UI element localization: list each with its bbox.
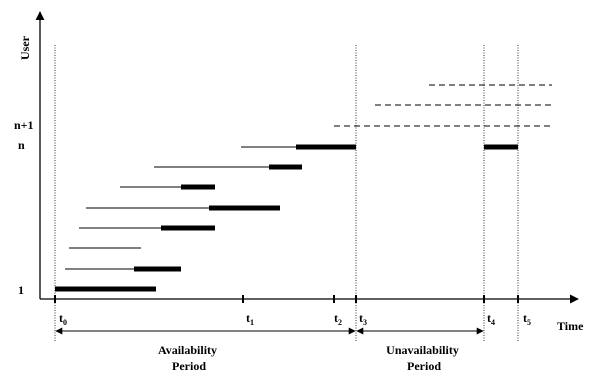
time-label-t5: t5 bbox=[523, 311, 531, 327]
y-axis-title: User bbox=[18, 35, 32, 60]
time-label-t4: t4 bbox=[487, 311, 495, 327]
user-label-n-plus-1: n+1 bbox=[14, 118, 34, 132]
time-label-t2: t2 bbox=[334, 311, 342, 327]
time-label-t0: t0 bbox=[59, 311, 67, 327]
user-label-n: n bbox=[18, 138, 25, 152]
unavailability-period-label: Unavailability Period bbox=[386, 343, 462, 372]
time-label-t3: t3 bbox=[359, 311, 367, 327]
x-axis-title: Time bbox=[557, 319, 584, 333]
availability-period-label: Availability Period bbox=[158, 343, 220, 372]
availability-sessions bbox=[55, 144, 356, 292]
unavailability-requests bbox=[334, 84, 552, 150]
time-label-t1: t1 bbox=[246, 311, 254, 327]
user-label-1: 1 bbox=[18, 283, 24, 297]
